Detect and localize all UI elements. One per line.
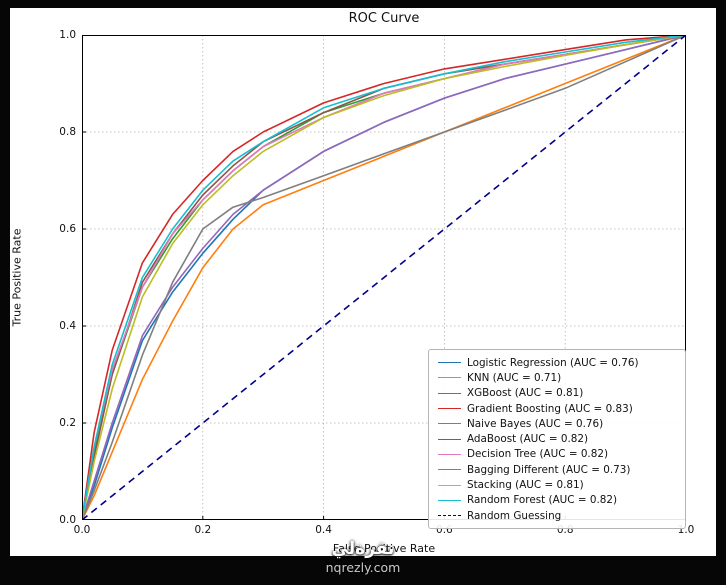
watermark-domain: nqrezly.com (325, 560, 401, 575)
roc-curve-knn (82, 35, 686, 520)
legend-label: Decision Tree (AUC = 0.82) (467, 448, 609, 461)
roc-curve-random-guessing (82, 35, 686, 520)
legend-label: Gradient Boosting (AUC = 0.83) (467, 402, 633, 415)
legend-label: Naive Bayes (AUC = 0.76) (467, 417, 604, 430)
chart-title: ROC Curve (348, 11, 420, 26)
legend-label: XGBoost (AUC = 0.81) (467, 387, 584, 400)
axes-spines (82, 35, 686, 520)
roc-curve-bagging-different (82, 35, 686, 520)
y-tick: 0.2 (59, 417, 76, 429)
legend-line-sample (438, 469, 461, 471)
legend-item: AdaBoost (AUC = 0.82) (438, 431, 677, 446)
y-axis-label: True Positive Rate (10, 228, 24, 327)
legend-item: KNN (AUC = 0.71) (438, 370, 677, 385)
plot-area (82, 35, 686, 520)
legend-label: KNN (AUC = 0.71) (467, 371, 562, 384)
legend-label: Stacking (AUC = 0.81) (467, 479, 584, 492)
legend-line-sample (438, 377, 461, 379)
roc-curve-naive-bayes (82, 35, 686, 520)
legend-item: Random Forest (AUC = 0.82) (438, 493, 677, 508)
legend-line-sample (438, 515, 461, 517)
x-tick: 0.2 (194, 524, 212, 536)
legend-item: XGBoost (AUC = 0.81) (438, 386, 677, 401)
roc-curve-gradient-boosting (82, 35, 686, 520)
legend-label: Random Guessing (467, 509, 562, 522)
x-tick: 0.4 (315, 524, 332, 536)
legend-line-sample (438, 392, 461, 394)
roc-curve-stacking (82, 35, 686, 520)
x-axis-label: False Positive Rate (332, 542, 436, 555)
roc-curve-decision-tree (82, 35, 686, 520)
y-tick: 0.4 (59, 320, 76, 332)
y-tick: 0.0 (59, 514, 76, 526)
legend-line-sample (438, 423, 461, 425)
legend-line-sample (438, 453, 461, 455)
legend-item: Decision Tree (AUC = 0.82) (438, 447, 677, 462)
legend-item: Logistic Regression (AUC = 0.76) (438, 355, 677, 370)
legend-item: Random Guessing (438, 508, 677, 523)
legend-label: Bagging Different (AUC = 0.73) (467, 463, 631, 476)
y-tick: 0.6 (59, 223, 76, 235)
legend-item: Gradient Boosting (AUC = 0.83) (438, 401, 677, 416)
x-tick: 0.0 (73, 524, 91, 536)
legend-line-sample (438, 499, 461, 501)
roc-curve-random-forest (82, 35, 686, 520)
legend-label: Random Forest (AUC = 0.82) (467, 494, 618, 507)
legend-item: Bagging Different (AUC = 0.73) (438, 462, 677, 477)
legend-line-sample (438, 484, 461, 486)
legend-line-sample (438, 362, 461, 364)
legend-line-sample (438, 438, 461, 440)
legend: Logistic Regression (AUC = 0.76) KNN (AUC… (428, 349, 686, 530)
legend-line-sample (438, 408, 461, 410)
legend-label: Logistic Regression (AUC = 0.76) (467, 356, 639, 369)
y-tick: 1.0 (59, 29, 76, 41)
legend-item: Naive Bayes (AUC = 0.76) (438, 416, 677, 431)
legend-label: AdaBoost (AUC = 0.82) (467, 433, 589, 446)
roc-figure: ROC Curve True Positive Rate False Posit… (10, 8, 716, 556)
y-tick-labels: 0.0 0.2 0.4 0.6 0.8 1.0 (44, 29, 76, 526)
y-tick: 0.8 (59, 126, 76, 138)
legend-item: Stacking (AUC = 0.81) (438, 477, 677, 492)
